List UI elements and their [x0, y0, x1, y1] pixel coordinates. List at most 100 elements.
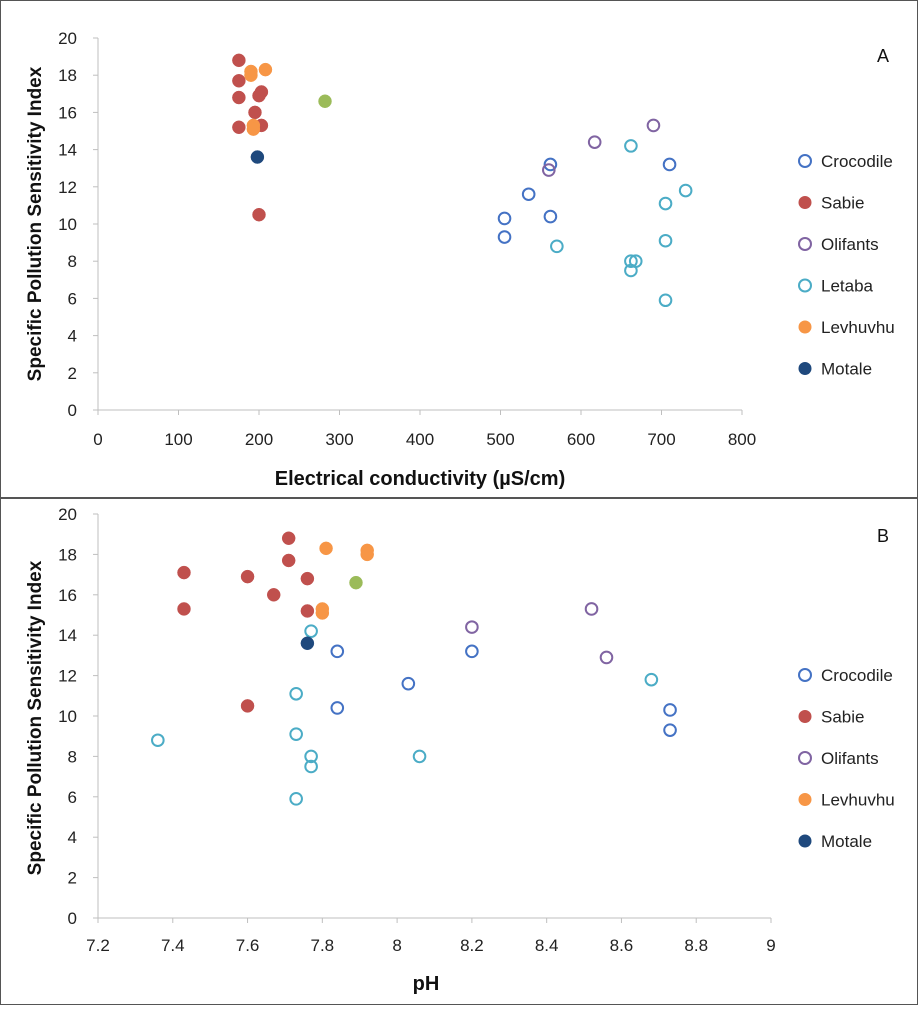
- olifants-data-point: [646, 118, 661, 133]
- unlabeled-data-point: [289, 792, 303, 806]
- x-tick-label: 9: [766, 936, 775, 955]
- legend-label-crocodile: Crocodile: [821, 666, 893, 685]
- panel-label: B: [877, 526, 889, 546]
- crocodile-data-point: [497, 230, 512, 244]
- letaba-data-point: [624, 139, 638, 153]
- olifants-data-point: [465, 620, 479, 634]
- y-tick-label: 0: [68, 401, 77, 420]
- legend-marker-crocodile: [798, 154, 812, 168]
- motale-data-point: [300, 636, 315, 651]
- y-tick-label: 4: [68, 828, 77, 847]
- x-axis-title: Electrical conductivity (µS/cm): [275, 468, 566, 490]
- x-tick-label: 7.6: [236, 936, 260, 955]
- y-tick-label: 20: [58, 505, 77, 524]
- letaba-data-point: [678, 183, 693, 198]
- x-tick-label: 800: [728, 430, 756, 449]
- legend-marker-olifants: [798, 751, 812, 765]
- x-tick-label: 100: [164, 430, 192, 449]
- letaba-data-point: [628, 254, 643, 269]
- x-tick-label: 0: [93, 430, 102, 449]
- sabie-data-point: [240, 699, 255, 713]
- sabie-data-point: [300, 571, 315, 586]
- legend-marker-sabie: [798, 196, 812, 209]
- x-tick-label: 7.2: [86, 936, 110, 955]
- crocodile-data-point: [330, 701, 345, 715]
- unlabeled-data-point: [289, 727, 303, 741]
- sabie-data-point: [232, 90, 246, 105]
- y-tick-label: 14: [58, 626, 77, 645]
- crocodile-data-point: [401, 676, 416, 691]
- sabie-data-point: [177, 602, 191, 616]
- legend-marker-olifants: [798, 237, 812, 251]
- legend-marker-motale: [798, 362, 812, 375]
- unlabeled-data-point: [644, 672, 659, 687]
- sabie-data-point: [248, 105, 262, 120]
- unlabeled-data-point: [349, 575, 363, 590]
- sabie-data-point: [266, 588, 281, 602]
- legend-label-levhuvhu: Levhuvhu: [821, 318, 895, 337]
- y-tick-label: 2: [68, 364, 77, 383]
- crocodile-data-point: [497, 211, 512, 226]
- y-tick-label: 6: [68, 289, 77, 308]
- x-tick-label: 600: [567, 430, 595, 449]
- legend-label-olifants: Olifants: [821, 749, 879, 768]
- sabie-data-point: [232, 74, 246, 88]
- crocodile-data-point: [662, 157, 677, 172]
- legend-marker-letaba: [798, 278, 812, 293]
- y-axis-title: Specific Pollution Sensitivity Index: [25, 560, 46, 875]
- legend-label-motale: Motale: [821, 832, 872, 851]
- unlabeled-data-point: [318, 94, 332, 108]
- crocodile-data-point: [543, 209, 558, 224]
- x-tick-label: 400: [406, 430, 434, 449]
- y-axis-title: Specific Pollution Sensitivity Index: [25, 66, 46, 381]
- y-tick-label: 20: [58, 29, 77, 48]
- x-tick-label: 8.4: [535, 936, 559, 955]
- legend-label-crocodile: Crocodile: [821, 152, 893, 171]
- y-tick-label: 4: [68, 327, 77, 346]
- sabie-data-point: [281, 531, 296, 545]
- olifants-data-point: [599, 650, 614, 665]
- levhuvhu-data-point: [315, 606, 330, 620]
- levhuvhu-data-point: [246, 122, 261, 136]
- legend-marker-sabie: [798, 710, 812, 723]
- sabie-data-point: [232, 53, 246, 68]
- x-tick-label: 7.8: [311, 936, 335, 955]
- x-tick-label: 300: [325, 430, 353, 449]
- motale-data-point: [250, 150, 265, 164]
- y-tick-label: 6: [68, 788, 77, 807]
- y-tick-label: 10: [58, 215, 77, 234]
- legend-label-levhuvhu: Levhuvhu: [821, 791, 895, 810]
- panel-b: 0 2 4 6 8 10 12 14 16 18 20 7.2 7.4 7.6 7.8 8 8.2 8.4 8.6 8…: [0, 498, 918, 1005]
- panel-a: 0 2 4 6 8 10 12 14 16 18 20 0 100 200 300 400 500 600 700 8…: [0, 0, 918, 498]
- y-tick-label: 10: [58, 707, 77, 726]
- crocodile-data-point: [543, 157, 558, 172]
- y-tick-label: 16: [58, 103, 77, 122]
- sabie-data-point: [300, 604, 315, 618]
- unlabeled-data-point: [412, 749, 427, 764]
- letaba-data-point: [658, 233, 673, 248]
- x-tick-label: 700: [647, 430, 675, 449]
- legend-label-sabie: Sabie: [821, 708, 864, 727]
- x-tick-label: 500: [486, 430, 514, 449]
- y-tick-label: 0: [68, 909, 77, 928]
- x-tick-label: 8.2: [460, 936, 484, 955]
- legend-marker-levhuvhu: [798, 793, 812, 806]
- sabie-data-point: [281, 553, 296, 568]
- panel-label: A: [877, 46, 889, 66]
- sabie-data-point: [232, 120, 246, 135]
- y-tick-label: 8: [68, 747, 77, 766]
- legend-marker-motale: [798, 834, 812, 848]
- x-tick-label: 8.8: [684, 936, 708, 955]
- sabie-data-point: [177, 565, 191, 580]
- unlabeled-data-point: [304, 759, 318, 774]
- sabie-data-point: [252, 207, 266, 222]
- y-tick-label: 2: [68, 869, 77, 888]
- sabie-data-point: [254, 85, 269, 99]
- y-tick-label: 18: [58, 545, 77, 564]
- olifants-data-point: [587, 135, 602, 149]
- olifants-data-point: [542, 163, 556, 177]
- y-tick-label: 16: [58, 586, 77, 605]
- legend-label-letaba: Letaba: [821, 277, 874, 296]
- x-tick-label: 7.4: [161, 936, 185, 955]
